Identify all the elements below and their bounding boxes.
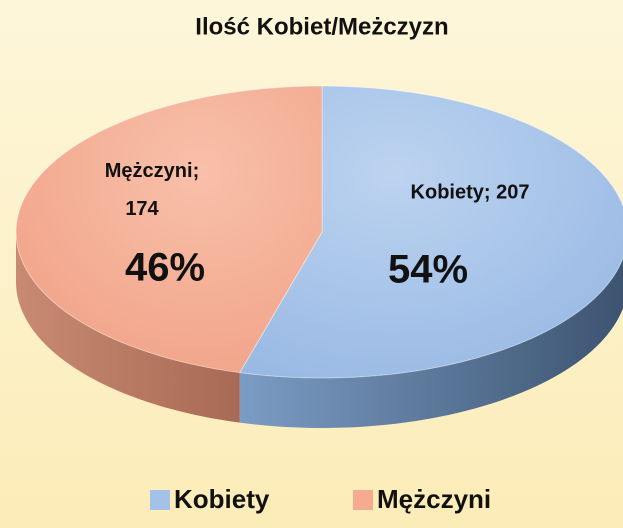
percent-label: 46% [125, 246, 205, 290]
chart-title: Ilość Kobiet/Meżczyzn [195, 13, 448, 40]
slice-side [16, 232, 240, 423]
data-label: Kobiety; 207 [411, 181, 530, 203]
legend-swatch [150, 490, 170, 510]
legend-swatch [353, 490, 373, 510]
percent-label: 54% [388, 248, 468, 292]
slice [15, 85, 323, 374]
legend-label: Kobiety [174, 484, 270, 514]
slice-side [239, 258, 623, 428]
slice [238, 85, 623, 379]
legend-label: Mężczyni [377, 484, 491, 514]
data-label: Mężczyni; 174 [105, 160, 199, 220]
